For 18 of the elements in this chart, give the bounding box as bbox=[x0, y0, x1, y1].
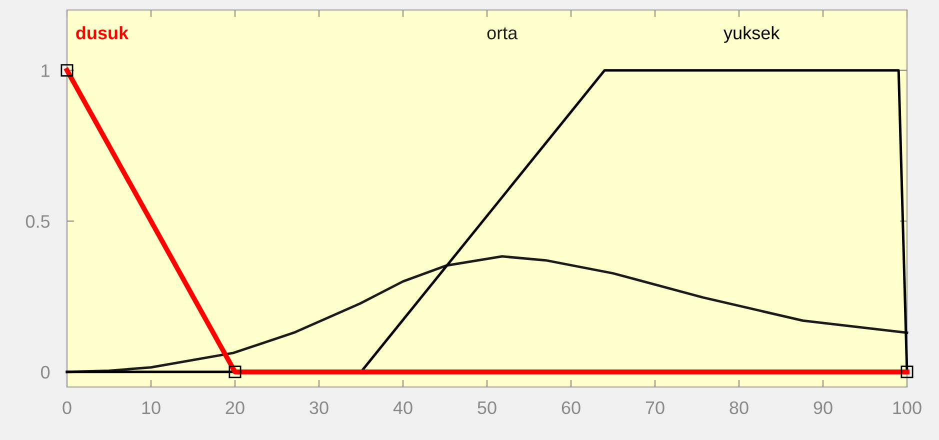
x-tick-label: 20 bbox=[226, 401, 244, 414]
y-tick-label: 0 bbox=[41, 366, 50, 379]
x-tick-label: 60 bbox=[562, 401, 580, 414]
series-label: dusuk bbox=[76, 26, 129, 40]
line-series bbox=[66, 255, 908, 374]
x-tick-label: 10 bbox=[142, 401, 160, 414]
x-tick-label: 40 bbox=[393, 401, 412, 414]
x-tick-label: 70 bbox=[646, 401, 664, 414]
x-tick-label: 100 bbox=[893, 401, 922, 414]
x-tick-label: 90 bbox=[814, 401, 832, 414]
series-label: yuksek bbox=[724, 26, 780, 43]
text: orta bbox=[487, 28, 518, 40]
x-tick-label: 30 bbox=[310, 401, 328, 414]
x-tick-label: 80 bbox=[730, 401, 748, 414]
y-tick-label: 0.5 bbox=[26, 215, 50, 228]
y-tick-label: 1 bbox=[42, 64, 50, 77]
x-tick-label: 50 bbox=[478, 401, 496, 414]
x-tick-label: 0 bbox=[62, 401, 72, 414]
